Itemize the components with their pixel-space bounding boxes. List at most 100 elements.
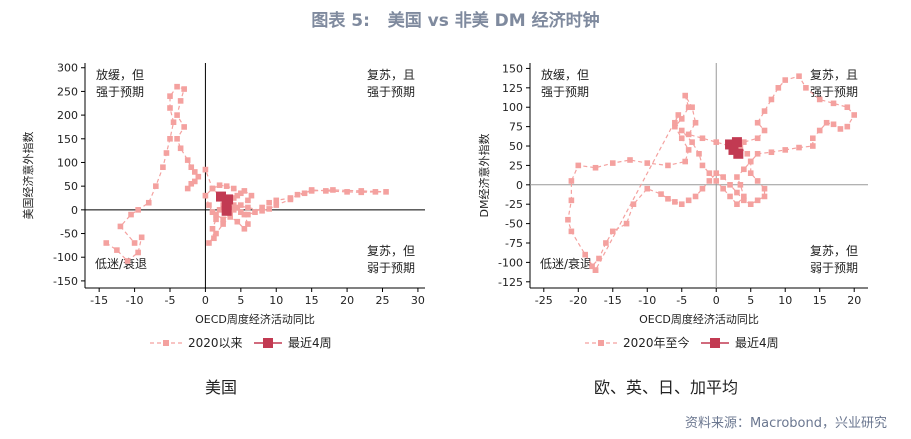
- us-point: [174, 83, 180, 90]
- dm-point: [658, 191, 664, 197]
- dm-point: [747, 170, 754, 176]
- dm-point: [589, 263, 595, 270]
- us-point: [191, 169, 198, 175]
- us-point: [266, 206, 272, 212]
- dm-point: [761, 127, 768, 134]
- dm-legend-label-2020: 2020年至今: [623, 335, 690, 350]
- dm-y-tick-label: -100: [498, 256, 523, 269]
- us-point: [167, 135, 173, 142]
- us-legend-marker-recent: [263, 338, 273, 348]
- dm-y-tick-label: 75: [509, 121, 523, 134]
- dm-recent-point: [731, 137, 742, 148]
- us-recent-point: [221, 205, 232, 216]
- dm-point: [768, 96, 775, 103]
- dm-x-tick-label: 10: [778, 294, 792, 307]
- us-point: [177, 98, 184, 104]
- dm-x-tick-label: 20: [847, 294, 861, 307]
- dm-quadrant-label-top-right: 复苏，且: [810, 68, 858, 82]
- dm-point: [699, 135, 706, 142]
- us-point: [174, 112, 180, 118]
- us-point: [301, 190, 308, 197]
- us-y-axis-label: 美国经济意外指数: [21, 132, 35, 220]
- us-point: [170, 119, 177, 126]
- dm-point: [672, 119, 678, 126]
- us-point: [209, 209, 216, 216]
- us-y-tick-label: 200: [57, 109, 78, 122]
- dm-point: [630, 201, 637, 208]
- dm-point: [713, 139, 720, 145]
- us-point: [213, 230, 219, 237]
- dm-x-tick-label: -20: [569, 294, 587, 307]
- dm-point: [754, 197, 761, 204]
- us-point: [124, 258, 131, 264]
- dm-point: [737, 182, 744, 188]
- us-point: [294, 191, 301, 198]
- us-point: [163, 150, 170, 156]
- us-x-tick-label: -10: [126, 294, 144, 307]
- us-point: [153, 183, 159, 189]
- dm-quadrant-label-top-left: 放缓，但: [541, 67, 589, 82]
- us-point: [234, 204, 241, 211]
- dm-x-axis-label: OECD周度经济活动同比: [639, 312, 759, 326]
- dm-chart: -25 -20 -15 -10 -5 0 5 10 15 20-125-100-75-50-250…: [477, 62, 868, 350]
- us-quadrant-label-top-left: 强于预期: [96, 85, 144, 99]
- us-point: [323, 188, 329, 194]
- dm-y-tick-label: 0: [516, 179, 523, 192]
- us-point: [195, 173, 202, 180]
- figure-title: 图表 5: 美国 vs 非美 DM 经济时钟: [0, 6, 911, 31]
- dm-point: [782, 77, 789, 83]
- dm-point: [644, 185, 651, 192]
- dm-y-tick-label: 150: [502, 62, 523, 75]
- dm-point: [737, 144, 744, 151]
- dm-point: [575, 162, 582, 169]
- dm-recent-point: [733, 148, 744, 159]
- dm-point: [830, 100, 837, 107]
- dm-point: [816, 96, 823, 103]
- us-y-tick-label: -100: [53, 251, 78, 264]
- dm-point: [720, 174, 726, 180]
- us-point: [238, 202, 244, 208]
- us-point: [248, 192, 255, 199]
- dm-point: [775, 85, 782, 91]
- dm-point: [796, 144, 802, 151]
- dm-x-tick-label: -15: [604, 294, 622, 307]
- us-point: [188, 180, 195, 187]
- us-y-tick-label: 50: [64, 180, 78, 193]
- dm-point: [678, 201, 685, 208]
- us-point: [202, 192, 209, 199]
- us-point: [174, 135, 180, 142]
- us-x-tick-label: -15: [90, 294, 108, 307]
- dm-point: [568, 178, 575, 184]
- figure-number: 图表 5:: [311, 11, 370, 31]
- us-point: [330, 187, 336, 193]
- us-point: [220, 216, 226, 223]
- us-x-tick-label: 30: [411, 294, 425, 307]
- dm-x-tick-label: -25: [535, 294, 553, 307]
- dm-point: [830, 121, 837, 128]
- us-point: [114, 247, 120, 253]
- us-point: [344, 189, 350, 195]
- us-chart: -15 -10 -5 0 5 10 15 20 25 30-150-100-50050100150…: [21, 62, 425, 350]
- us-point: [209, 185, 216, 192]
- us-point: [287, 196, 294, 203]
- us-point: [216, 182, 223, 189]
- us-point: [181, 86, 187, 92]
- us-point: [230, 195, 237, 201]
- dm-point: [603, 240, 609, 246]
- us-point: [238, 209, 244, 216]
- dm-x-tick-label: -5: [676, 294, 687, 307]
- us-point: [245, 211, 251, 218]
- dm-point: [699, 162, 706, 169]
- dm-point: [720, 185, 726, 192]
- dm-point: [685, 197, 692, 204]
- us-point: [234, 218, 241, 225]
- us-point: [259, 204, 265, 211]
- dm-point: [741, 166, 747, 173]
- us-quadrant-label-top-right: 复苏，且: [367, 68, 415, 82]
- dm-y-tick-label: 25: [509, 159, 523, 172]
- us-legend-marker-2020: [163, 340, 169, 346]
- dm-point: [675, 112, 682, 118]
- us-point: [223, 183, 230, 189]
- us-point: [220, 221, 226, 227]
- us-point: [308, 188, 315, 194]
